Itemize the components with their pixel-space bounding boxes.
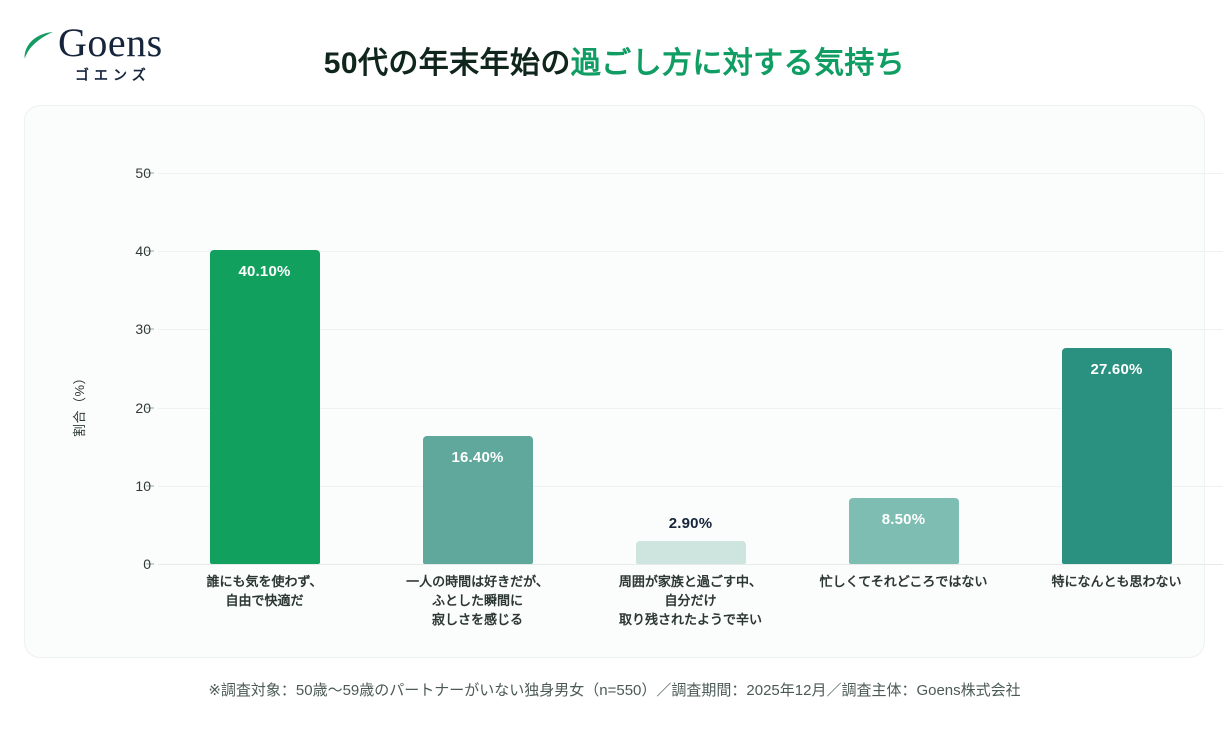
bar-group[interactable]: 2.90% 周囲が家族と過ごす中、 自分だけ取り残されたようで辛い [584,173,797,626]
x-axis-category-line: 特になんとも思わない [1051,574,1182,589]
bar-value-label: 2.90% [668,515,713,533]
bar[interactable] [848,497,959,564]
brand-wordmark: Goens [58,20,163,65]
gridline [158,564,1223,565]
bar-value-label: 16.40% [451,448,504,466]
gridline [158,251,1223,253]
x-axis-category-label: 特になんとも思わない [1051,573,1181,592]
gridline [158,485,1223,487]
gridline [158,173,1223,174]
bar-group[interactable]: 8.50% 忙しくてそれどころではない [797,173,1010,589]
bar[interactable] [635,541,746,564]
leaf-icon [22,30,56,64]
x-axis-category-label: 周囲が家族と過ごす中、 自分だけ取り残されたようで辛い [619,573,762,630]
x-axis-category-label: 一人の時間は好きだが、 ふとした瞬間に 寂しさを感じる [406,573,549,630]
x-axis-category-line: ふとした瞬間に [431,592,523,608]
gridline [158,329,1223,331]
y-tick-mark [146,172,154,174]
page-title: 50代の年末年始の過ごし方に対する気持ち [0,38,1229,82]
bar-value-label: 8.50% [881,510,926,528]
x-axis-category-line: 寂しさを感じる [431,611,523,627]
y-tick-label: 40 [135,243,151,260]
y-tick-mark [146,250,154,252]
x-axis-category-line: 取り残されたようで辛い [618,611,763,627]
x-axis-category-label: 忙しくてそれどころではない [820,573,988,592]
chart-card: 割合（%） 0 10 20 30 40 50 40.10% 誰にも気を使わず、 自由で快適だ 1… [24,105,1223,658]
x-axis-category-line: 自由で快適だ [225,592,304,608]
x-axis-category-line: 一人の時間は好きだが、 [406,574,549,589]
bar[interactable] [209,250,320,564]
brand-text: Goens ゴエンズ [58,22,163,85]
y-tick-mark [146,407,154,409]
page-title-plain: 50代の年末年始の [323,47,571,80]
bar[interactable] [1061,348,1172,564]
x-axis-category-line: 自分だけ [664,592,717,608]
y-tick-label: 30 [135,321,151,338]
y-tick-mark [146,328,154,330]
bar-value-label: 40.10% [238,263,291,281]
survey-footnote: ※調査対象：50歳〜59歳のパートナーがいない独身男女（n=550）／調査期間：… [208,682,1021,699]
x-axis-category-label: 誰にも気を使わず、 自由で快適だ [206,573,322,611]
y-tick-mark [146,485,154,487]
bars-layer: 40.10% 誰にも気を使わず、 自由で快適だ 16.40% 一人の時間は好きだが、 ふと… [158,173,1223,627]
y-tick-label: 50 [135,165,151,181]
page-title-accent: 過ごし方に対する気持ち [570,47,906,80]
bar-group[interactable]: 16.40% 一人の時間は好きだが、 ふとした瞬間に 寂しさを感じる [371,173,584,627]
y-tick-mark [146,563,154,565]
y-axis-title: 割合（%） [72,370,87,437]
y-tick-label: 0 [143,556,151,572]
bar-value-label: 27.60% [1090,361,1143,379]
bar[interactable] [422,435,533,564]
bar-group[interactable]: 40.10% 誰にも気を使わず、 自由で快適だ [158,173,371,608]
y-tick-label: 20 [135,399,151,416]
y-tick-label: 10 [135,477,151,494]
plot-area: 0 10 20 30 40 50 40.10% 誰にも気を使わず、 自由で快適だ 16.40% 一… [135,165,1223,627]
gridline [158,407,1223,409]
brand-kana: ゴエンズ [74,67,151,83]
x-axis-category-line: 忙しくてそれどころではない [819,574,988,589]
x-axis-category-line: 誰にも気を使わず、 [206,574,323,589]
x-axis-category-line: 周囲が家族と過ごす中、 [618,574,763,589]
page-header: Goens ゴエンズ 50代の年末年始の過ごし方に対する気持ち [0,0,1229,100]
brand-logo: Goens ゴエンズ [22,22,163,85]
bar-group[interactable]: 27.60% 特になんとも思わない [1010,173,1223,589]
